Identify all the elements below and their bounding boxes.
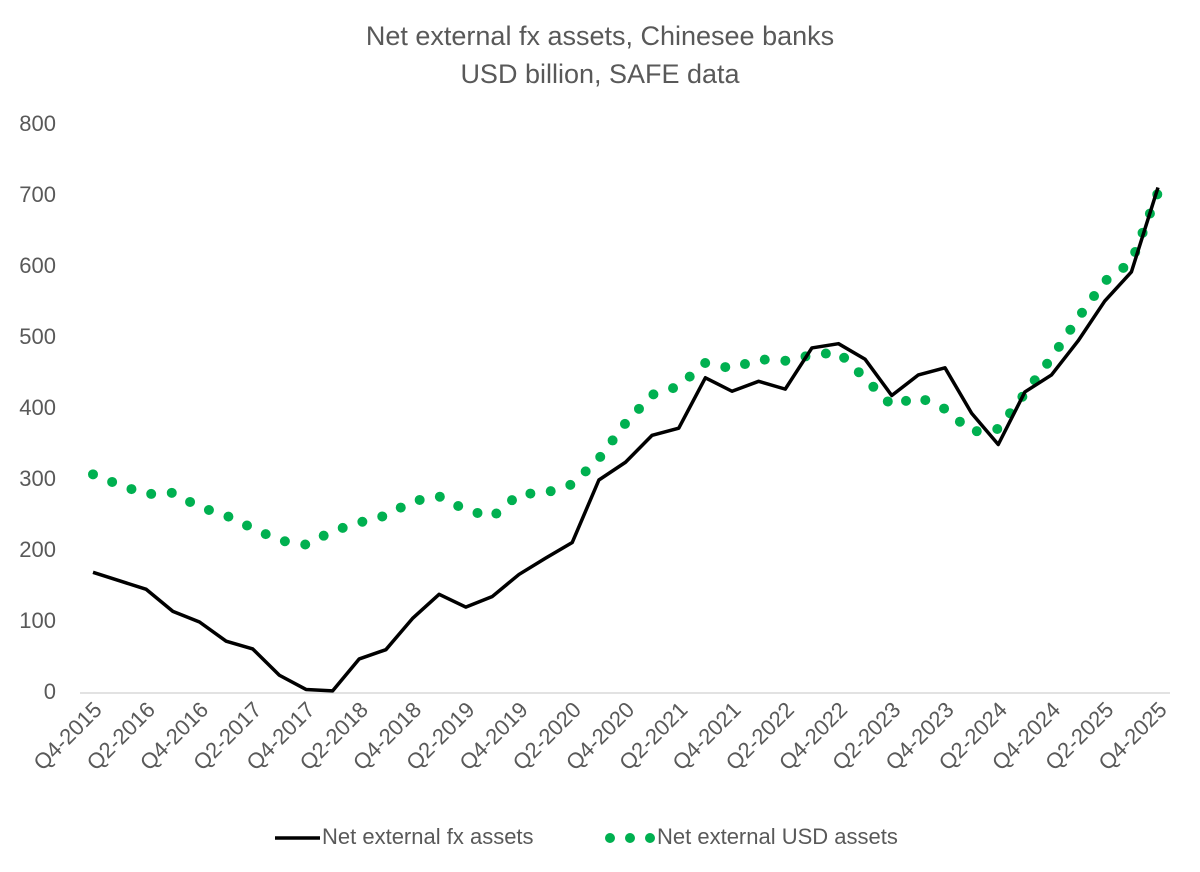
y-tick-label: 400	[19, 395, 56, 420]
y-tick-label: 700	[19, 182, 56, 207]
y-tick-label: 300	[19, 466, 56, 491]
chart-title: Net external fx assets, Chinesee banks	[366, 21, 834, 51]
series-line	[92, 186, 1160, 693]
y-tick-label: 100	[19, 608, 56, 633]
y-tick-label: 600	[19, 253, 56, 278]
series-line	[88, 187, 1163, 550]
legend-label: Net external fx assets	[322, 824, 534, 849]
y-tick-label: 800	[19, 111, 56, 136]
legend-label: Net external USD assets	[657, 824, 898, 849]
chart-subtitle: USD billion, SAFE data	[460, 59, 740, 89]
y-tick-label: 500	[19, 324, 56, 349]
y-tick-label: 200	[19, 537, 56, 562]
y-tick-label: 0	[44, 679, 56, 704]
